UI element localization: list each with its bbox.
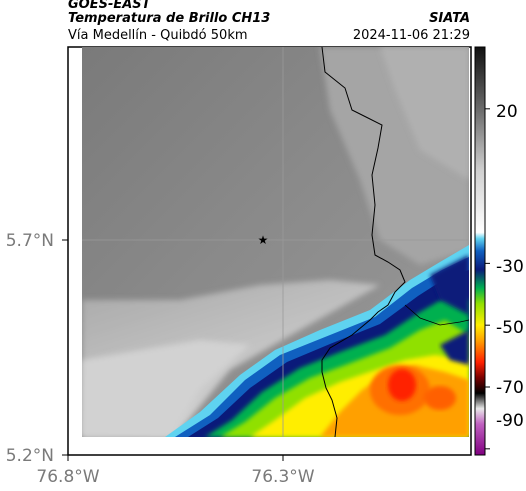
colorbar-tick-label: -50 [496,318,524,338]
product-title: Temperatura de Brillo CH13 [68,11,271,26]
region-label: Vía Medellín - Quibdó 50km [68,28,248,43]
satellite-name: GOES-EAST [68,0,151,12]
colorbar: 20 -30 -50 -70 -90 [474,46,524,456]
lon-tick-label: 76.8°W [36,467,99,487]
lat-tick-label: 5.2°N [6,446,54,466]
organization-label: SIATA [429,11,470,26]
colorbar-tick-label: 20 [496,102,518,122]
datetime-label: 2024-11-06 21:29 [352,28,470,43]
lat-tick-label: 5.7°N [6,231,54,251]
colorbar-gradient [474,46,486,456]
colorbar-tick-label: -90 [496,411,524,431]
satellite-image [82,47,469,437]
star-marker: ★ [258,233,269,247]
colorbar-tick-label: -30 [496,257,524,277]
colorbar-tick-label: -70 [496,378,524,398]
municipal-boundary [404,304,470,326]
department-boundary [321,46,406,438]
lon-tick-label: 76.3°W [251,467,314,487]
